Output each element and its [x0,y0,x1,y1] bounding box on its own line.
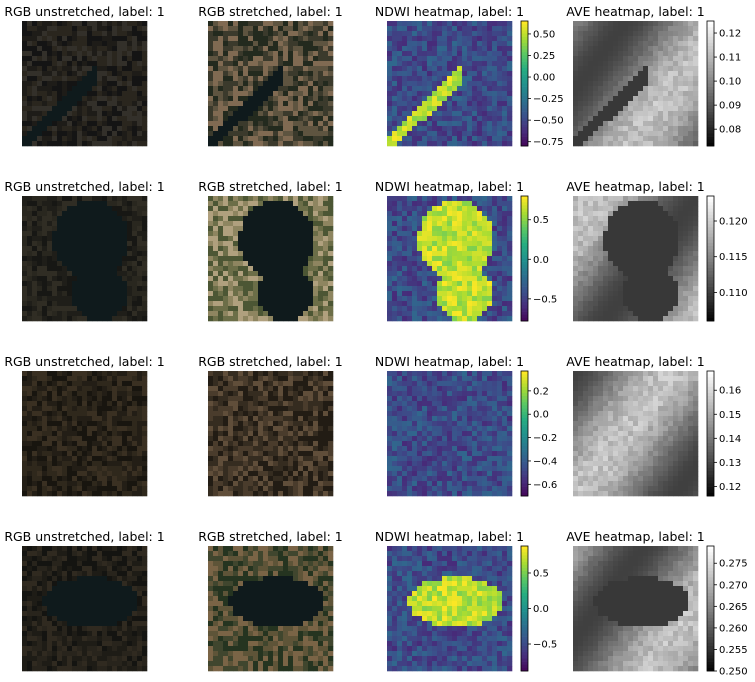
colorbar-tick-label: −0.25 [533,94,564,105]
colorbar-tick-label: 0.265 [719,602,748,613]
satellite-image [208,21,334,147]
panel-3-3: AVE heatmap, label: 1 0.275 0.270 0.265 0.26… [566,529,747,678]
colorbar-tick-label: 0.12 [719,29,741,40]
colorbar-tick-label: 0.0 [533,604,549,615]
panel-title: RGB unstretched, label: 1 [4,354,164,369]
colorbar-tick-label: 0.0 [533,410,549,421]
satellite-image [22,196,148,322]
colorbar-tick-label: 0.00 [533,73,555,84]
colorbar-tick-label: 0.2 [533,386,549,397]
colorbar-tick-label: 0.14 [719,434,741,445]
panel-title: NDWI heatmap, label: 1 [375,179,524,194]
panel-1-0: RGB unstretched, label: 1 [4,179,165,322]
colorbar-tick-label: 0.15 [719,410,741,421]
panel-title: RGB unstretched, label: 1 [4,179,164,194]
colorbar-tick-label: 0.0 [533,255,549,266]
heatmap-image [573,546,699,672]
heatmap-image [387,21,513,147]
colorbar-tick-label: −0.4 [533,456,557,467]
colorbar-tick-label: 0.260 [719,623,748,634]
colorbar: 0.275 0.270 0.265 0.260 0.255 0.250 [706,545,748,678]
panel-1-2: NDWI heatmap, label: 1 0.5 0.0 −0.5 [375,179,557,322]
satellite-image [208,371,334,497]
satellite-image [22,371,148,497]
panel-3-2: NDWI heatmap, label: 1 0.5 0.0 −0.5 [375,529,557,672]
panel-title: AVE heatmap, label: 1 [566,4,704,19]
colorbar-tick-label: 0.115 [719,252,748,263]
panel-2-0: RGB unstretched, label: 1 [4,354,165,497]
panel-2-3: AVE heatmap, label: 10.160.150.140.130.1… [566,354,741,497]
colorbar-tick-label: −0.2 [533,433,557,444]
colorbar-tick-label: 0.11 [719,53,741,64]
panel-3-0: RGB unstretched, label: 1 [4,529,165,672]
colorbar: 0.5 0.0 −0.5 [520,195,557,322]
colorbar-tick-label: 0.13 [719,458,741,469]
satellite-image [22,21,148,147]
panel-0-0: RGB unstretched, label: 1 [4,4,165,147]
colorbar-tick-label: 0.12 [719,482,741,493]
panel-0-3: AVE heatmap, label: 1 0.12 0.11 0.10 0.09 0.0… [566,4,741,147]
panel-2-1: RGB stretched, label: 1 [198,354,343,497]
panel-title: AVE heatmap, label: 1 [566,354,704,369]
colorbar: 0.12 0.11 0.10 0.09 0.08 [706,20,741,147]
colorbar-tick-label: 0.09 [719,101,741,112]
heatmap-image [387,196,513,322]
panel-0-1: RGB stretched, label: 1 [198,4,343,147]
colorbar-tick-label: 0.5 [533,568,549,579]
panel-1-3: AVE heatmap, label: 1 0.120 0.115 0.110 [566,179,748,322]
panel-title: RGB stretched, label: 1 [198,529,343,544]
colorbar-tick-label: −0.50 [533,116,564,127]
colorbar-tick-label: 0.255 [719,645,748,656]
panel-title: AVE heatmap, label: 1 [566,529,704,544]
colorbar: 0.120 0.115 0.110 [706,195,748,322]
colorbar-tick-label: −0.75 [533,137,564,148]
colorbar-tick-label: 0.50 [533,29,555,40]
colorbar: 0.50 0.25 0.00 −0.25 −0.50 −0.75 [520,20,564,148]
heatmap-image [573,21,699,147]
colorbar: 0.2 0.0 −0.2 −0.4 −0.6 [520,370,557,497]
colorbar: 0.16 0.15 0.14 0.13 0.12 [706,370,741,497]
panel-title: NDWI heatmap, label: 1 [375,354,524,369]
colorbar: 0.5 0.0 −0.5 [520,545,557,672]
colorbar-tick-label: 0.270 [719,580,748,591]
colorbar-tick-label: 0.10 [719,77,741,88]
colorbar-tick-label: −0.6 [533,480,557,491]
colorbar-tick-label: 0.120 [719,217,748,228]
panel-title: RGB unstretched, label: 1 [4,4,164,19]
panel-1-1: RGB stretched, label: 1 [198,179,343,322]
colorbar-tick-label: 0.25 [533,51,555,62]
colorbar-tick-label: −0.5 [533,294,557,305]
panel-3-1: RGB stretched, label: 1 [198,529,343,672]
colorbar-tick-label: 0.250 [719,667,748,678]
heatmap-image [387,546,513,672]
satellite-image [208,196,334,322]
panel-title: RGB stretched, label: 1 [198,4,343,19]
colorbar-tick-label: −0.5 [533,640,557,651]
colorbar-tick-label: 0.16 [719,386,741,397]
panel-title: NDWI heatmap, label: 1 [375,529,524,544]
satellite-image [208,546,334,672]
heatmap-image [573,196,699,322]
colorbar-tick-label: 0.110 [719,288,748,299]
panel-title: AVE heatmap, label: 1 [566,179,704,194]
panel-title: NDWI heatmap, label: 1 [375,4,524,19]
colorbar-tick-label: 0.275 [719,559,748,570]
satellite-image [22,546,148,672]
panel-title: RGB unstretched, label: 1 [4,529,164,544]
colorbar-tick-label: 0.5 [533,215,549,226]
heatmap-image [387,371,513,497]
panel-title: RGB stretched, label: 1 [198,354,343,369]
panel-2-2: NDWI heatmap, label: 1 0.2 0.0 −0.2 −0.4 −0.6 [375,354,557,497]
panel-title: RGB stretched, label: 1 [198,179,343,194]
heatmap-image [573,371,699,497]
colorbar-tick-label: 0.08 [719,125,741,136]
panel-0-2: NDWI heatmap, label: 1 0.50 0.25 0.00 −0.25 −… [375,4,564,148]
